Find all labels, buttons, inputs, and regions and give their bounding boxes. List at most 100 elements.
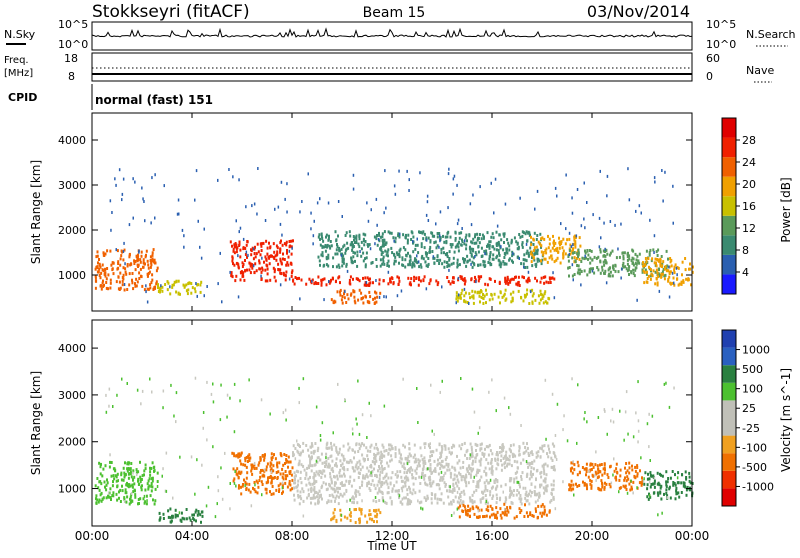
data-cell (433, 432, 435, 436)
y-tick-label: 4000 (58, 134, 86, 147)
data-cell (357, 242, 360, 246)
data-cell (452, 192, 454, 196)
data-cell (502, 248, 505, 252)
data-cell (546, 452, 548, 456)
data-cell (654, 257, 657, 261)
data-cell (463, 294, 466, 298)
data-cell (456, 263, 459, 267)
power-heatmap (94, 167, 694, 305)
data-cell (500, 484, 503, 488)
data-cell (466, 254, 469, 258)
data-cell (124, 491, 127, 495)
data-cell (285, 460, 288, 464)
data-cell (519, 500, 522, 503)
data-cell (628, 265, 631, 269)
data-cell (336, 243, 338, 246)
data-cell (503, 232, 506, 236)
data-cell (321, 421, 324, 425)
noise-right-tick-bottom: 10^0 (706, 38, 736, 51)
data-cell (129, 495, 132, 499)
data-cell (200, 256, 203, 260)
data-cell (372, 297, 375, 301)
data-cell (307, 448, 310, 452)
data-cell (558, 241, 561, 245)
data-cell (513, 516, 516, 520)
data-cell (644, 471, 647, 475)
data-cell (399, 500, 402, 504)
data-cell (638, 261, 641, 265)
data-cell (653, 485, 656, 489)
data-cell (238, 484, 240, 488)
data-cell (664, 265, 667, 269)
data-cell (373, 301, 376, 305)
data-cell (327, 462, 330, 466)
data-cell (506, 462, 509, 466)
data-cell (460, 243, 463, 247)
data-cell (548, 297, 551, 301)
data-cell (534, 263, 537, 267)
data-cell (535, 451, 538, 455)
data-cell (403, 496, 406, 500)
data-cell (319, 494, 322, 498)
data-cell (461, 509, 464, 513)
data-cell (583, 181, 585, 185)
data-cell (453, 473, 456, 477)
data-cell (404, 258, 407, 262)
data-cell (485, 479, 488, 483)
data-cell (283, 273, 285, 277)
data-cell (429, 466, 432, 470)
data-cell (310, 486, 313, 490)
data-cell (557, 250, 560, 254)
data-cell (576, 460, 579, 464)
data-cell (336, 245, 339, 249)
data-cell (517, 281, 520, 285)
data-cell (128, 255, 131, 259)
data-cell (128, 223, 131, 227)
power-colorbar-label: Power [dB] (779, 177, 793, 242)
data-cell (406, 457, 409, 461)
data-cell (489, 261, 492, 265)
data-cell (688, 475, 691, 479)
data-cell (644, 263, 647, 267)
data-cell (245, 482, 248, 486)
data-cell (355, 277, 358, 281)
data-cell (477, 482, 480, 486)
data-cell (411, 265, 414, 269)
data-cell (375, 197, 378, 201)
data-cell (454, 237, 457, 240)
data-cell (419, 263, 422, 267)
data-cell (323, 298, 325, 302)
data-cell (450, 262, 453, 266)
data-cell (604, 250, 606, 253)
data-cell (537, 240, 540, 244)
data-cell (452, 443, 455, 447)
data-cell (354, 301, 357, 305)
data-cell (445, 261, 448, 265)
data-cell (187, 288, 190, 292)
data-cell (377, 508, 380, 512)
data-cell (345, 264, 348, 268)
data-cell (543, 505, 546, 509)
cpid-text: normal (fast) 151 (95, 93, 213, 107)
data-cell (318, 233, 321, 237)
data-cell (668, 265, 670, 269)
data-cell (140, 250, 143, 254)
data-cell (248, 261, 251, 265)
data-cell (453, 250, 456, 254)
data-cell (152, 248, 155, 252)
data-cell (151, 479, 154, 483)
data-cell (351, 448, 354, 452)
data-cell (444, 484, 447, 488)
data-cell (169, 507, 172, 511)
data-cell (484, 252, 486, 256)
data-cell (313, 472, 316, 476)
data-cell (250, 467, 253, 471)
data-cell (398, 252, 400, 256)
data-cell (657, 267, 660, 271)
data-cell (279, 472, 282, 476)
data-cell (576, 188, 579, 191)
data-cell (475, 485, 478, 489)
data-cell (348, 230, 351, 234)
data-cell (103, 283, 105, 287)
data-cell (146, 300, 149, 304)
